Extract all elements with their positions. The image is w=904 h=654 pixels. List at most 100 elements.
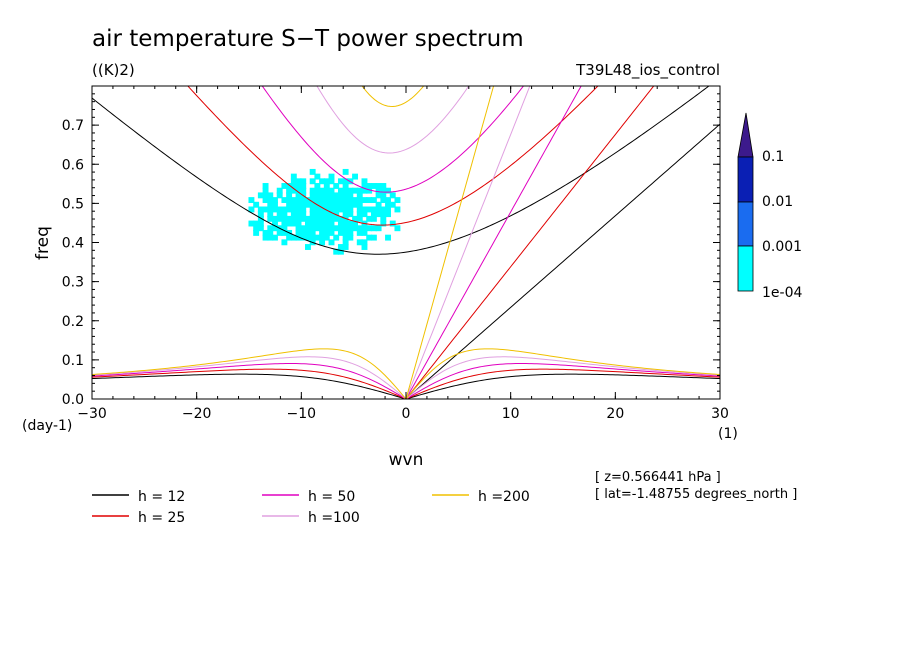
contour-cell (314, 215, 321, 222)
contour-cell (342, 211, 349, 218)
contour-cell (352, 215, 359, 222)
legend-label: h = 50 (308, 489, 355, 505)
contour-cell (267, 192, 274, 199)
contour-cell (319, 220, 326, 227)
contour-cell (295, 234, 302, 241)
contour-cell (380, 197, 387, 204)
contour-cell (342, 229, 349, 236)
contour-cell (342, 178, 349, 185)
contour-cell (304, 225, 311, 232)
contour-cell (356, 187, 363, 194)
contour-cell (323, 192, 330, 199)
contour-cell (375, 187, 382, 194)
contour-cell (290, 215, 297, 222)
contour-cell (375, 225, 382, 232)
contour-cell (286, 234, 293, 241)
contour-cell (309, 234, 316, 241)
colorbar-label: 0.001 (762, 239, 802, 255)
contour-cell (337, 178, 344, 185)
contour-cell (304, 220, 311, 227)
contour-cell (309, 168, 316, 175)
contour-cell (257, 192, 264, 199)
x-unit-label: (1) (718, 426, 738, 442)
kelvin-curve (405, 86, 655, 399)
contour-cell (347, 187, 354, 194)
contour-cell (361, 197, 368, 204)
contour-cell (352, 197, 359, 204)
contour-cell (286, 220, 293, 227)
contour-cell (337, 192, 344, 199)
contour-cell (276, 229, 283, 236)
y-tick-label: 0.3 (62, 275, 84, 291)
contour-cell (248, 197, 255, 204)
contour-cell (300, 211, 307, 218)
contour-cell (267, 197, 274, 204)
y-tick-label: 0.7 (62, 118, 84, 134)
run-label: T39L48_ios_control (575, 61, 720, 80)
contour-cell (314, 173, 321, 180)
contour-cell (366, 187, 373, 194)
contour-cell (366, 234, 373, 241)
contour-cell (375, 211, 382, 218)
contour-cell (281, 183, 288, 189)
contour-cell (323, 201, 330, 208)
contour-cell (389, 220, 396, 227)
contour-cell (314, 192, 321, 199)
contour-cell (286, 192, 293, 199)
contour-cell (304, 215, 311, 222)
contour-cell (328, 239, 335, 246)
contour-cell (309, 211, 316, 218)
legend-label: h = 12 (138, 489, 185, 505)
contour-cell (366, 197, 373, 204)
contour-cell (394, 225, 401, 232)
x-tick-label: −30 (77, 406, 107, 422)
contour-cell (342, 220, 349, 227)
chart-title: air temperature S−T power spectrum (92, 26, 524, 52)
contour-cell (248, 220, 255, 227)
contour-cell (337, 220, 344, 227)
x-tick-label: 20 (606, 406, 624, 422)
contour-cell (337, 201, 344, 208)
colorbar-box (737, 245, 754, 292)
contour-cell (281, 229, 288, 236)
colorbar-label: 0.1 (762, 149, 784, 165)
contour-cell (342, 234, 349, 241)
contour-cell (314, 225, 321, 232)
contour-cell (380, 183, 387, 189)
y-tick-label: 0.1 (62, 353, 84, 369)
lat-annotation: [ lat=-1.48755 degrees_north ] (595, 487, 797, 502)
contour-cell (356, 215, 363, 222)
contour-cell (262, 187, 269, 194)
contour-cell (267, 229, 274, 236)
z-annotation: [ z=0.566441 hPa ] (595, 470, 721, 485)
contour-cell (366, 206, 373, 213)
contour-cell (304, 197, 311, 204)
inertia-gravity-curve (361, 86, 425, 107)
contour-cell (328, 206, 335, 213)
contour-cell (380, 211, 387, 218)
contour-cell (290, 220, 297, 227)
contour-cell (328, 187, 335, 194)
contour-cell (309, 220, 316, 227)
rossby-curve (92, 356, 720, 399)
contour-cell (337, 244, 344, 250)
contour-cell (375, 201, 382, 208)
contour-cell (385, 197, 391, 204)
contour-cell (347, 234, 354, 241)
contour-cell (323, 187, 330, 194)
contour-cell (295, 187, 302, 194)
contour-cell (366, 225, 373, 232)
contour-cell (328, 220, 335, 227)
x-tick-label: −10 (287, 406, 317, 422)
contour-cell (380, 187, 387, 194)
contour-cell (300, 197, 307, 204)
contour-cell (328, 201, 335, 208)
contour-cell (370, 197, 377, 204)
contour-cell (375, 192, 382, 199)
contour-cell (323, 183, 330, 189)
contour-cell (281, 206, 288, 213)
contour-cell (319, 206, 326, 213)
contour-cell (342, 201, 349, 208)
contour-cell (309, 197, 316, 204)
contour-cell (257, 215, 264, 222)
